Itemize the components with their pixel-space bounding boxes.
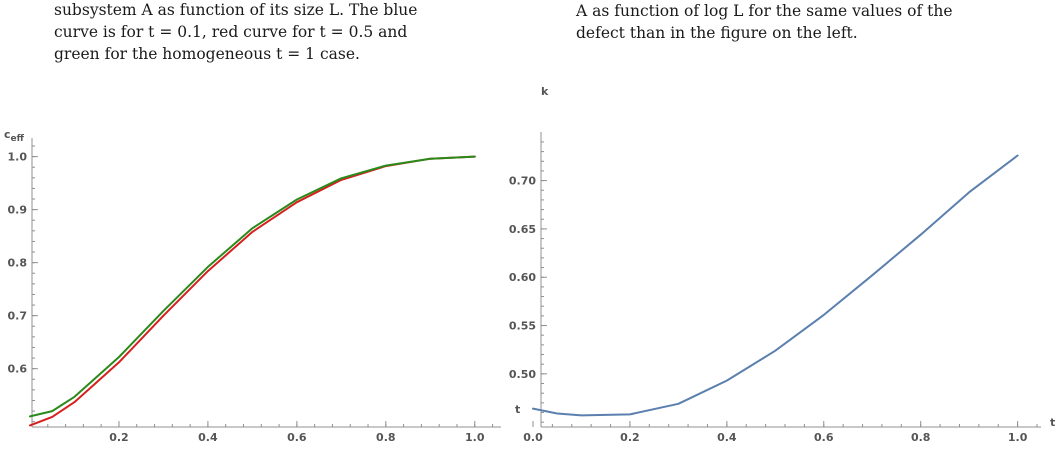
caption-line: curve is for t = 0.1, red curve for t = …: [54, 23, 408, 41]
y-tick-label: 0.9: [8, 204, 28, 217]
x-tick-label: 0.4: [198, 431, 218, 444]
x-tick-label: 1.0: [465, 431, 485, 444]
series-line-0: [532, 154, 1019, 417]
caption-line: A as function of log L for the same valu…: [576, 2, 953, 20]
x-tick-label: 0.8: [911, 431, 931, 444]
y-tick-label: 0.55: [509, 320, 536, 333]
y-axis-label: k: [541, 85, 549, 98]
x-axis-label: t: [1050, 416, 1055, 429]
x-tick-label: 0.6: [814, 431, 834, 444]
y-tick-label: 0.60: [509, 271, 536, 284]
x-tick-label: 0.8: [376, 431, 396, 444]
x-tick-label: 0.0: [523, 431, 543, 444]
y-tick-label: 1.0: [8, 151, 28, 164]
x-tick-label: 1.0: [1008, 431, 1028, 444]
x-tick-label: 0.6: [287, 431, 307, 444]
y-axis-label-subscript: eff: [11, 134, 25, 144]
x-tick-label: 0.4: [717, 431, 737, 444]
caption-line: defect than in the figure on the left.: [576, 24, 858, 42]
series-line-1: [29, 155, 476, 418]
y-tick-label: 0.50: [509, 368, 536, 381]
caption-right: A as function of log L for the same valu…: [576, 0, 953, 44]
y-tick-label: 0.8: [8, 257, 28, 270]
caption-line: subsystem A as function of its size L. T…: [54, 1, 418, 19]
y-tick-label: 0.7: [8, 310, 28, 323]
x-tick-label: 0.2: [620, 431, 640, 444]
y-tick-label: 0.65: [509, 223, 536, 236]
caption-line: green for the homogeneous t = 1 case.: [54, 45, 360, 63]
y-tick-label: 0.6: [8, 363, 28, 376]
y-tick-label: 0.70: [509, 175, 536, 188]
x-tick-label: 0.2: [109, 431, 129, 444]
caption-left: subsystem A as function of its size L. T…: [54, 0, 417, 65]
x-axis-label: t: [515, 403, 520, 416]
